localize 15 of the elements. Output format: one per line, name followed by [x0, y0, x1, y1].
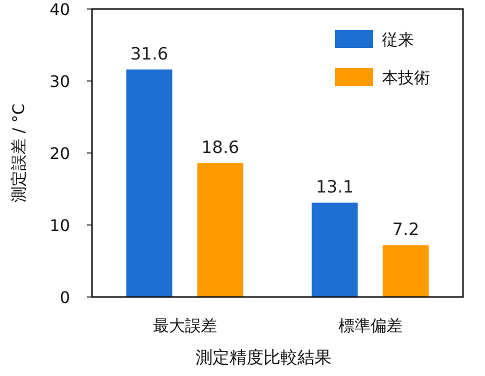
y-axis-title: 測定誤差 / °C	[9, 104, 28, 202]
data-label: 31.6	[130, 44, 168, 64]
legend-label: 本技術	[382, 68, 430, 87]
y-tick-label: 20	[50, 144, 70, 163]
x-axis-title: 測定精度比較結果	[196, 348, 332, 368]
data-label: 7.2	[392, 220, 420, 240]
y-tick-label: 10	[50, 216, 70, 235]
y-tick-label: 30	[50, 72, 70, 91]
data-label: 13.1	[316, 178, 354, 198]
x-tick-label: 標準偏差	[338, 316, 402, 335]
y-tick-label: 40	[50, 0, 70, 19]
x-tick-label: 最大誤差	[152, 316, 217, 335]
data-label: 18.6	[201, 138, 240, 158]
y-tick-label: 0	[60, 288, 70, 307]
legend-label: 従来	[382, 30, 414, 49]
